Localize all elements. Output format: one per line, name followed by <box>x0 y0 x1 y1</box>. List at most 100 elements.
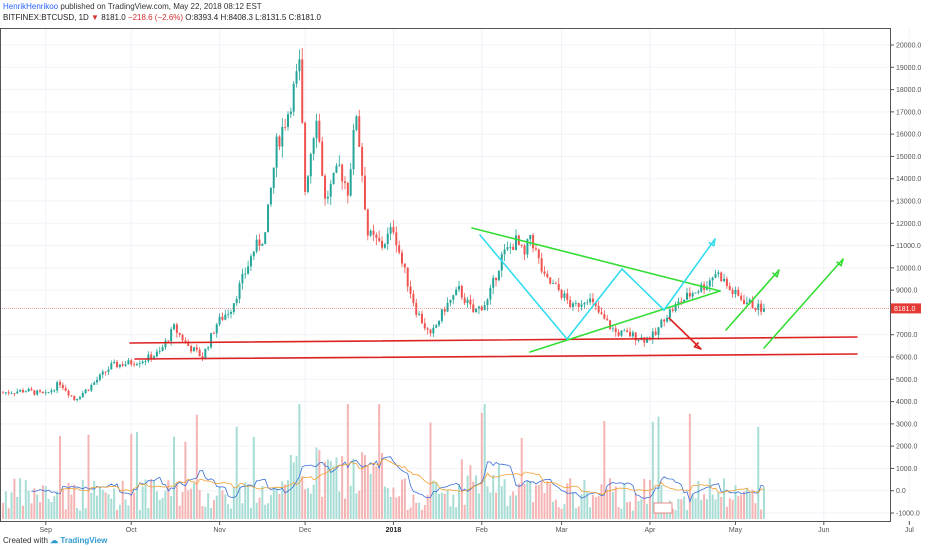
volume-bar <box>30 503 33 519</box>
candle-body <box>554 283 557 285</box>
cyan-leg-1 <box>479 234 568 340</box>
x-tick-label: Mar <box>556 527 569 534</box>
volume-bar <box>192 482 195 519</box>
volume-bar <box>449 506 452 519</box>
volume-bar <box>614 486 617 519</box>
author-name[interactable]: HenrikHenrikoo <box>3 2 59 11</box>
candle-body <box>569 299 572 308</box>
volume-bar <box>443 493 446 519</box>
candle-body <box>212 333 215 334</box>
candle-body <box>398 245 401 253</box>
low-value: L:8131.5 <box>255 13 287 22</box>
volume-bar <box>626 502 629 519</box>
volume-bar <box>116 510 118 519</box>
volume-bar <box>161 497 164 519</box>
y-tick-label: 19000.0 <box>896 65 921 72</box>
candle-body <box>629 331 631 337</box>
volume-bar <box>609 478 612 519</box>
candle-body <box>67 390 70 396</box>
candle-body <box>700 284 703 292</box>
volume-bar <box>298 404 301 519</box>
volume-bar <box>227 504 230 519</box>
candle-body <box>261 244 264 246</box>
volume-bar <box>4 491 7 519</box>
candle-body <box>218 316 221 325</box>
candle-body <box>666 317 669 322</box>
volume-bar <box>73 484 76 519</box>
candle-body <box>110 363 113 370</box>
candle-body <box>643 337 646 343</box>
tradingview-brand[interactable]: TradingView <box>60 536 108 545</box>
y-tick-label: 0.0 <box>896 488 906 495</box>
candle-body <box>47 392 50 393</box>
candle-body <box>295 71 298 84</box>
candle-body <box>147 354 150 362</box>
volume-bar <box>566 483 569 519</box>
candle-body <box>10 393 13 395</box>
candle-body <box>552 283 555 285</box>
y-tick-label: 9000.0 <box>896 288 918 295</box>
candle-body <box>469 299 472 305</box>
volume-bar <box>312 484 315 519</box>
volume-bar <box>19 478 22 519</box>
x-tick-label: Nov <box>213 527 226 534</box>
tradingview-logo-icon[interactable]: ☁ <box>50 536 59 545</box>
volume-bar <box>198 489 201 519</box>
candle-body <box>27 388 30 392</box>
red-down-arrow <box>668 317 702 350</box>
y-tick-label: 12000.0 <box>896 221 921 228</box>
candle-body <box>341 164 344 182</box>
volume-bar <box>395 497 398 519</box>
candle-body <box>244 273 247 275</box>
volume-bar <box>378 404 381 519</box>
candle-body <box>546 273 549 278</box>
candle-body <box>363 175 366 210</box>
candle-body <box>438 320 441 326</box>
volume-bar <box>458 484 460 519</box>
volume-bar <box>475 475 478 519</box>
candle-body <box>84 389 87 393</box>
candle-body <box>483 305 486 311</box>
candle-body <box>192 347 195 352</box>
y-tick-label: 14000.0 <box>896 176 921 183</box>
candle-body <box>449 299 452 303</box>
y-tick-label: 6000.0 <box>896 355 918 362</box>
candle-body <box>720 272 723 282</box>
candle-body <box>489 287 492 300</box>
volume-bar <box>600 484 603 519</box>
volume-bar <box>723 478 726 519</box>
candle-body <box>728 286 731 290</box>
volume-bar <box>708 478 711 519</box>
candle-body <box>714 273 717 278</box>
triangle-upper-line <box>471 227 721 292</box>
candle-body <box>61 384 64 388</box>
volume-bar <box>295 456 298 519</box>
volume-bar <box>472 481 475 519</box>
candle-body <box>395 232 398 246</box>
created-with-text: Created with <box>3 536 48 545</box>
volume-bar <box>432 480 435 519</box>
volume-bar <box>21 505 24 519</box>
volume-bar <box>700 499 703 519</box>
candle-body <box>529 234 532 240</box>
volume-bar <box>53 496 56 519</box>
green-arrow-2-head <box>836 258 844 267</box>
volume-bar <box>170 496 173 519</box>
last-price: 8181.0 <box>101 13 126 22</box>
volume-bar <box>167 480 170 519</box>
candle-body <box>366 209 369 236</box>
volume-bar <box>745 487 748 519</box>
candle-body <box>686 292 688 300</box>
candle-body <box>723 278 726 282</box>
candle-body <box>694 292 697 294</box>
volume-bar <box>740 494 743 519</box>
volume-bar <box>27 490 30 519</box>
support-line-lower <box>134 353 858 360</box>
candle-body <box>591 298 594 302</box>
candle-body <box>361 146 364 176</box>
volume-bar <box>594 497 597 519</box>
candle-body <box>281 126 284 147</box>
candle-body <box>175 324 178 333</box>
volume-bar <box>235 426 238 519</box>
